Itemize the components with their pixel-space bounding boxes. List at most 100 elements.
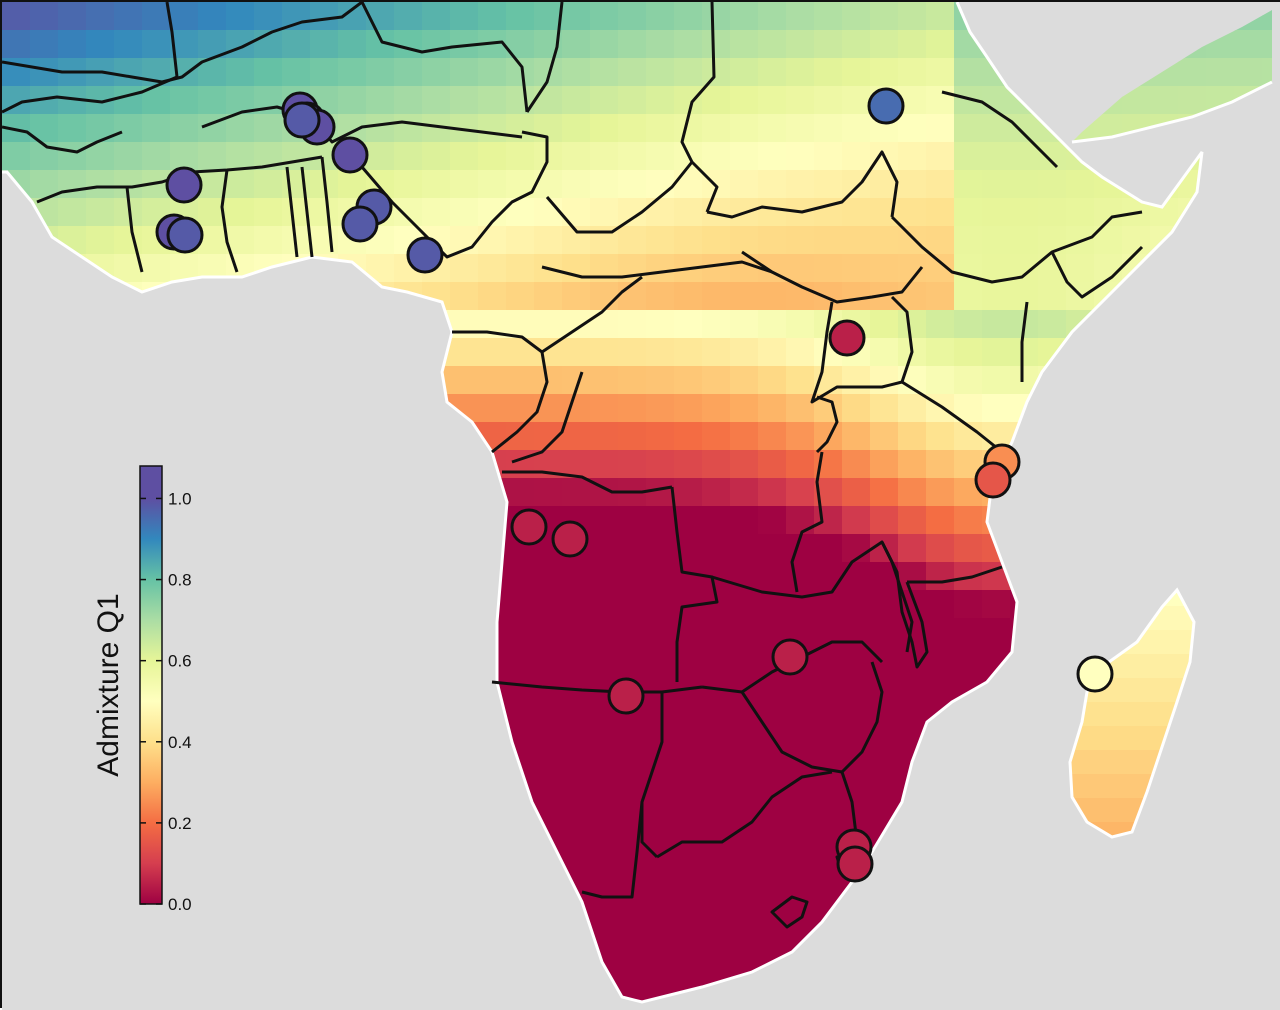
sample-site-marker: [166, 216, 204, 254]
surface-cell: [1178, 58, 1207, 87]
surface-cell: [142, 2, 171, 31]
surface-cell: [842, 422, 871, 451]
surface-cell: [450, 338, 479, 367]
surface-cell: [618, 226, 647, 255]
surface-cell: [842, 590, 871, 619]
surface-cell: [590, 730, 619, 759]
surface-cell: [310, 226, 339, 255]
surface-cell: [758, 2, 787, 31]
surface-cell: [730, 450, 759, 479]
surface-cell: [562, 338, 591, 367]
surface-cell: [674, 702, 703, 731]
surface-cell: [842, 114, 871, 143]
surface-cell: [674, 30, 703, 59]
surface-cell: [674, 422, 703, 451]
surface-cell: [646, 478, 675, 507]
surface-cell: [702, 786, 731, 815]
surface-cell: [870, 58, 899, 87]
surface-cell: [338, 58, 367, 87]
surface-cell: [618, 58, 647, 87]
surface-cell: [786, 506, 815, 535]
surface-cell: [618, 86, 647, 115]
border-angola-north: [502, 470, 673, 494]
surface-cell: [674, 954, 703, 983]
surface-cell: [926, 674, 955, 703]
surface-cell: [590, 394, 619, 423]
surface-cell: [310, 2, 339, 31]
surface-cell: [562, 842, 591, 871]
border-zambia: [711, 540, 914, 653]
surface-cell: [954, 198, 983, 227]
border-car-north: [545, 161, 694, 234]
surface-cell: [674, 58, 703, 87]
surface-cell: [842, 394, 871, 423]
sample-site-marker: [165, 166, 203, 204]
surface-cell: [282, 142, 311, 171]
surface-cell: [450, 170, 479, 199]
surface-cell: [814, 702, 843, 731]
surface-cell: [674, 646, 703, 675]
surface-cell: [170, 2, 199, 31]
surface-cell: [198, 2, 227, 31]
surface-cell: [142, 254, 171, 283]
surface-cell: [786, 786, 815, 815]
surface-cell: [114, 226, 143, 255]
surface-cell: [646, 814, 675, 843]
surface-cell: [954, 114, 983, 143]
surface-cell: [478, 142, 507, 171]
border-chad-sudan: [680, 2, 719, 213]
surface-cell: [646, 646, 675, 675]
surface-cell: [870, 310, 899, 339]
surface-cell: [926, 590, 955, 619]
surface-cell: [590, 618, 619, 647]
surface-cell: [422, 58, 451, 87]
surface-cell: [618, 282, 647, 311]
surface-cell: [702, 646, 731, 675]
surface-cell: [758, 142, 787, 171]
surface-cell: [702, 394, 731, 423]
surface-cell: [954, 534, 983, 563]
surface-cell: [618, 842, 647, 871]
surface-cell: [702, 338, 731, 367]
surface-cell: [254, 114, 283, 143]
surface-cell: [758, 394, 787, 423]
surface-cell: [814, 534, 843, 563]
surface-cell: [646, 562, 675, 591]
sample-site-marker: [331, 136, 369, 174]
border-drc-west: [511, 371, 584, 464]
surface-cell: [814, 30, 843, 59]
surface-cell: [926, 422, 955, 451]
surface-cell: [562, 562, 591, 591]
border-togo: [300, 166, 314, 258]
surface-cell: [1038, 170, 1067, 199]
surface-cell: [562, 590, 591, 619]
surface-cell: [506, 646, 535, 675]
surface-cell: [478, 366, 507, 395]
surface-cell: [562, 170, 591, 199]
sample-sites: [155, 87, 1114, 883]
surface-cell: [1010, 282, 1039, 311]
surface-cell: [954, 58, 983, 87]
surface-cell: [814, 58, 843, 87]
surface-cell: [1086, 750, 1111, 775]
surface-cell: [842, 282, 871, 311]
surface-cell: [1066, 170, 1095, 199]
surface-cell: [478, 254, 507, 283]
surface-cell: [590, 366, 619, 395]
legend-tick-label: 0.8: [168, 571, 192, 590]
surface-cell: [1038, 198, 1067, 227]
surface-cell: [450, 58, 479, 87]
surface-cell: [58, 198, 87, 227]
surface-cell: [674, 506, 703, 535]
surface-cell: [842, 450, 871, 479]
surface-cell: [478, 86, 507, 115]
surface-cell: [786, 142, 815, 171]
surface-cell: [618, 562, 647, 591]
surface-cell: [898, 170, 927, 199]
surface-cell: [142, 114, 171, 143]
surface-cell: [674, 842, 703, 871]
surface-cell: [786, 338, 815, 367]
surface-cell: [198, 86, 227, 115]
surface-cell: [562, 646, 591, 675]
